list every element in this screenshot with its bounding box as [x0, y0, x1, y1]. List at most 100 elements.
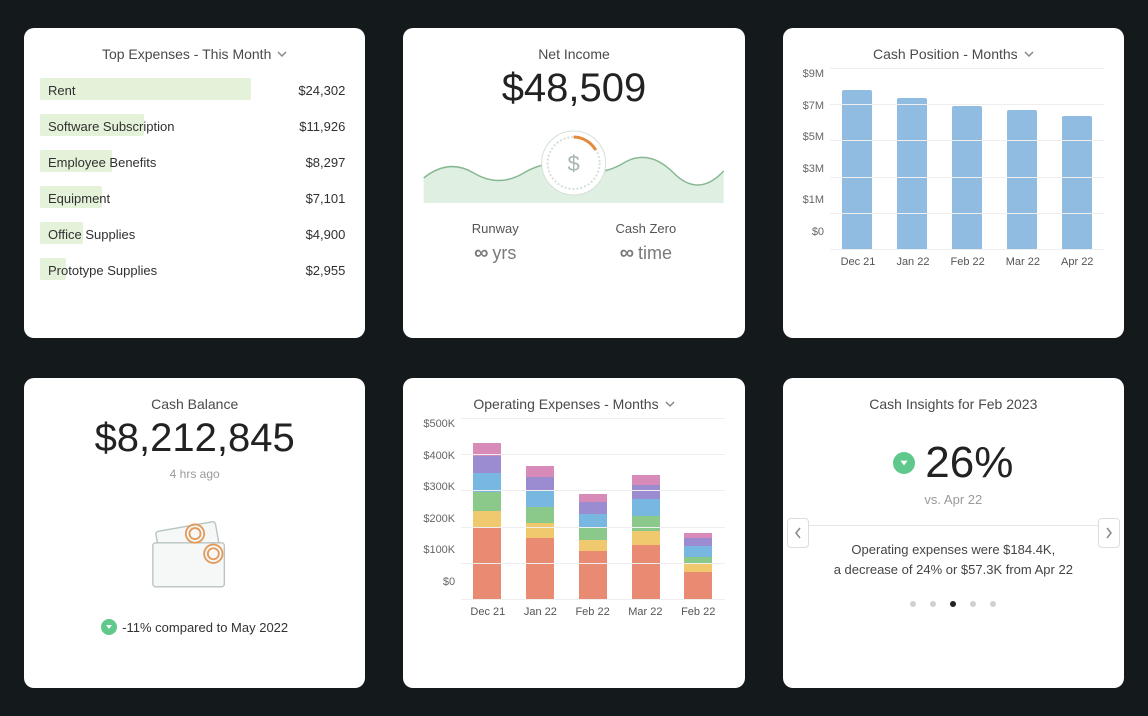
- pagination-dot[interactable]: [990, 601, 996, 607]
- expense-row: Equipment $7,101: [44, 180, 345, 216]
- opex-segment: [684, 572, 712, 599]
- opex-segment: [684, 538, 712, 547]
- xaxis-label: Mar 22: [628, 606, 662, 618]
- yaxis-tick: $7M: [803, 100, 824, 112]
- xaxis-label: Feb 22: [681, 606, 715, 618]
- pagination-dot[interactable]: [930, 601, 936, 607]
- opex-segment: [579, 502, 607, 514]
- cash-zero-stat: Cash Zero ∞ time: [616, 221, 677, 265]
- yaxis-tick: $0: [443, 576, 455, 588]
- cash-position-title: Cash Position - Months: [873, 46, 1018, 62]
- down-badge-icon: [893, 452, 915, 474]
- opex-segment: [526, 466, 554, 476]
- insights-prev-button[interactable]: [787, 518, 809, 548]
- cash-position-yaxis: $9M$7M$5M$3M$1M$0: [803, 68, 830, 238]
- xaxis-label: Mar 22: [1006, 256, 1040, 268]
- opex-stack: [579, 494, 607, 599]
- cash-position-bar: [897, 98, 927, 249]
- opex-stack: [526, 466, 554, 599]
- cash-insights-title: Cash Insights for Feb 2023: [869, 396, 1037, 412]
- expense-label: Equipment: [44, 191, 110, 206]
- yaxis-tick: $300K: [423, 481, 455, 493]
- svg-text:$: $: [568, 151, 580, 176]
- expense-row: Employee Benefits $8,297: [44, 144, 345, 180]
- insight-vs: vs. Apr 22: [803, 492, 1104, 507]
- insight-percent: 26%: [925, 438, 1013, 488]
- opex-segment: [579, 494, 607, 503]
- yaxis-tick: $0: [812, 226, 824, 238]
- opex-stack: [684, 533, 712, 599]
- expense-label: Employee Benefits: [44, 155, 156, 170]
- cash-balance-title: Cash Balance: [151, 396, 238, 412]
- xaxis-label: Jan 22: [896, 256, 929, 268]
- cash-position-bars: [830, 68, 1104, 250]
- top-expenses-dropdown[interactable]: Top Expenses - This Month: [44, 46, 345, 62]
- opex-segment: [473, 456, 501, 473]
- expenses-list: Rent$24,302 Software Subscription $11,926 E…: [44, 72, 345, 288]
- cash-balance-card: Cash Balance $8,212,845 4 hrs ago -11% c…: [24, 378, 365, 688]
- infinity-icon: ∞: [474, 242, 488, 265]
- opex-segment: [526, 538, 554, 599]
- chevron-down-icon: [665, 399, 675, 409]
- opex-segment: [632, 475, 660, 485]
- opex-segment: [632, 516, 660, 531]
- xaxis-label: Dec 21: [470, 606, 505, 618]
- opex-segment: [632, 485, 660, 499]
- yaxis-tick: $9M: [803, 68, 824, 80]
- cash-zero-label: Cash Zero: [616, 221, 677, 236]
- yaxis-tick: $200K: [423, 513, 455, 525]
- expense-row: Office Supplies$4,900: [44, 216, 345, 252]
- operating-expenses-card: Operating Expenses - Months $500K$400K$3…: [403, 378, 744, 688]
- cash-balance-timestamp: 4 hrs ago: [44, 467, 345, 481]
- expense-value: $8,297: [306, 155, 346, 170]
- xaxis-label: Feb 22: [950, 256, 984, 268]
- chevron-down-icon: [1024, 49, 1034, 59]
- net-income-card: Net Income $48,509 $ Runway ∞ yrs: [403, 28, 744, 338]
- expense-value: $11,926: [299, 119, 345, 134]
- opex-bars: [461, 418, 725, 600]
- cash-position-dropdown[interactable]: Cash Position - Months: [803, 46, 1104, 62]
- yaxis-tick: $1M: [803, 194, 824, 206]
- opex-segment: [526, 477, 554, 491]
- expense-label: Software Subscription: [44, 119, 174, 134]
- opex-xaxis: Dec 21Jan 22Feb 22Mar 22Feb 22: [461, 606, 725, 618]
- opex-segment: [632, 531, 660, 545]
- pagination-dot[interactable]: [950, 601, 956, 607]
- opex-segment: [579, 551, 607, 599]
- divider: [803, 525, 1104, 526]
- opex-segment: [526, 490, 554, 507]
- cash-balance-illustration: [44, 501, 345, 601]
- expense-value: $4,900: [306, 227, 346, 242]
- expense-value: $24,302: [298, 83, 345, 98]
- cash-position-card: Cash Position - Months $9M$7M$5M$3M$1M$0…: [783, 28, 1124, 338]
- cash-position-bar: [842, 90, 872, 249]
- net-income-title: Net Income: [538, 46, 610, 62]
- cash-position-bar: [1007, 110, 1037, 249]
- yaxis-tick: $100K: [423, 544, 455, 556]
- pagination-dot[interactable]: [970, 601, 976, 607]
- runway-value: ∞ yrs: [472, 242, 519, 265]
- xaxis-label: Apr 22: [1061, 256, 1093, 268]
- yaxis-tick: $400K: [423, 450, 455, 462]
- opex-segment: [632, 545, 660, 599]
- runway-stat: Runway ∞ yrs: [472, 221, 519, 265]
- cash-balance-value: $8,212,845: [44, 416, 345, 461]
- operating-expenses-dropdown[interactable]: Operating Expenses - Months: [423, 396, 724, 412]
- top-expenses-card: Top Expenses - This Month Rent$24,302 Sof…: [24, 28, 365, 338]
- expense-value: $7,101: [306, 191, 346, 206]
- xaxis-label: Jan 22: [524, 606, 557, 618]
- yaxis-tick: $5M: [803, 131, 824, 143]
- pagination-dot[interactable]: [910, 601, 916, 607]
- opex-segment: [473, 492, 501, 511]
- cash-position-bar: [1062, 116, 1092, 249]
- expense-value: $2,955: [306, 263, 346, 278]
- opex-segment: [579, 540, 607, 552]
- operating-expenses-title: Operating Expenses - Months: [473, 396, 658, 412]
- opex-segment: [684, 563, 712, 572]
- opex-segment: [684, 546, 712, 556]
- insights-next-button[interactable]: [1098, 518, 1120, 548]
- expense-row: Rent$24,302: [44, 72, 345, 108]
- insight-text: Operating expenses were $184.4K, a decre…: [803, 540, 1104, 579]
- opex-segment: [473, 473, 501, 492]
- expense-label: Prototype Supplies: [44, 263, 157, 278]
